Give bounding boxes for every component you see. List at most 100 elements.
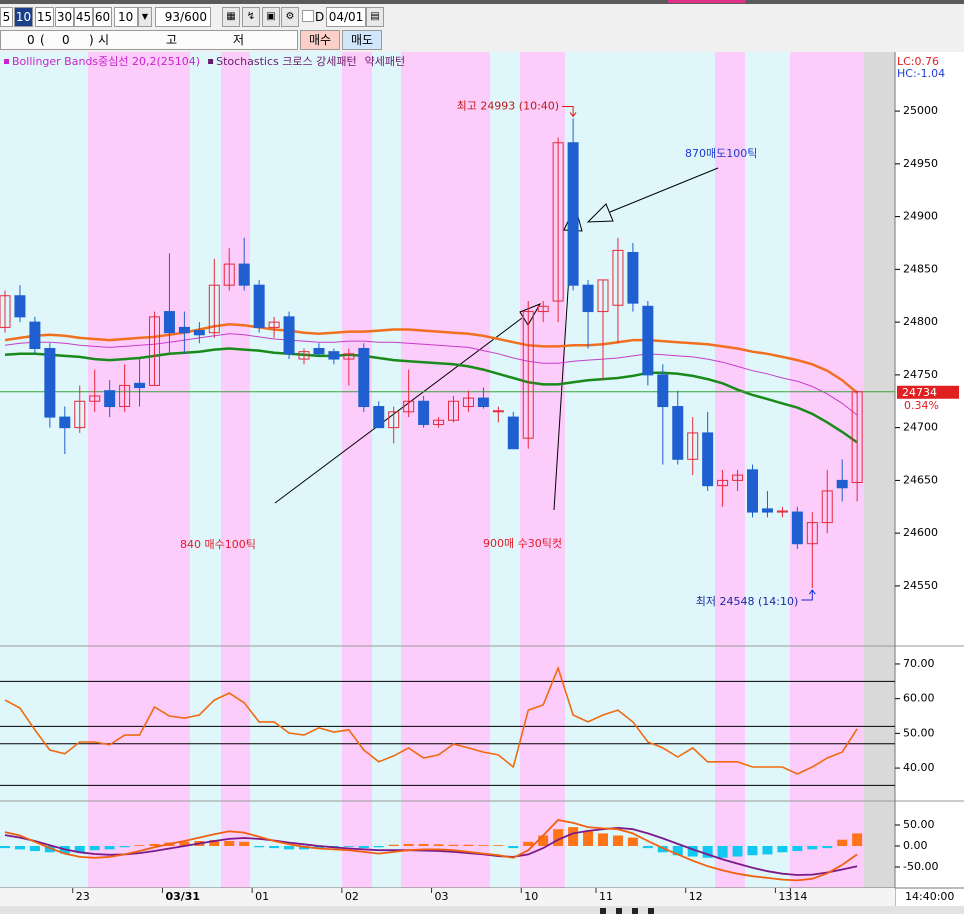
histogram-bar bbox=[358, 846, 369, 849]
x-tick-label: 12 bbox=[689, 890, 703, 903]
candle-body bbox=[492, 410, 504, 413]
candle-body bbox=[687, 432, 699, 460]
candle-body bbox=[253, 284, 265, 328]
calendar-icon[interactable]: ▤ bbox=[366, 7, 384, 27]
candle-body bbox=[567, 142, 579, 286]
histogram-bar bbox=[478, 845, 489, 847]
legend-label: Bollinger Bands중심선 20,2(25104) bbox=[12, 55, 200, 68]
histogram-bar bbox=[433, 844, 444, 847]
candle-body bbox=[298, 351, 310, 360]
y-tick-label: 0.00 bbox=[903, 839, 928, 852]
axis-area bbox=[895, 52, 964, 906]
arrow-head bbox=[519, 303, 542, 326]
count-field[interactable]: 93/600 bbox=[155, 7, 211, 27]
candle-body bbox=[163, 311, 175, 334]
histogram-bar bbox=[717, 846, 728, 858]
period-select[interactable]: 10 bbox=[114, 7, 138, 27]
candle-body bbox=[747, 469, 758, 513]
legend-label: Stochastics 크로스 강세패턴 bbox=[216, 55, 357, 68]
candle-body bbox=[343, 353, 355, 360]
histogram-bar bbox=[732, 846, 743, 857]
high-note: 최고 24993 (10:40) bbox=[457, 99, 560, 112]
histogram-bar bbox=[239, 841, 250, 847]
histogram-bar bbox=[313, 846, 324, 849]
histogram-bar bbox=[254, 846, 265, 848]
tool-icon[interactable]: ▦ bbox=[222, 7, 240, 27]
candle-body bbox=[223, 263, 235, 286]
histogram-bar bbox=[0, 846, 10, 849]
date-check-label: D bbox=[315, 10, 325, 24]
histogram-bar bbox=[612, 835, 623, 847]
candle-body bbox=[388, 411, 400, 429]
histogram-bar bbox=[657, 846, 668, 853]
period-button[interactable]: 30 bbox=[55, 7, 74, 27]
sell-button[interactable]: 매도 bbox=[342, 30, 382, 50]
legend-label: 약세패턴 bbox=[365, 54, 405, 68]
tool-icon[interactable]: ⚙ bbox=[281, 7, 299, 27]
session-bands bbox=[88, 52, 864, 888]
period-button[interactable]: 45 bbox=[74, 7, 93, 27]
y-tick-label: 24650 bbox=[903, 473, 938, 486]
last-price-label: 24734 bbox=[902, 386, 937, 399]
y-tick-label: 24800 bbox=[903, 315, 938, 328]
candle-body bbox=[448, 400, 459, 421]
icon[interactable] bbox=[632, 908, 638, 914]
candle-body bbox=[836, 479, 848, 489]
quote-field: 시 bbox=[98, 33, 110, 47]
status-bar bbox=[0, 906, 964, 914]
histogram-bar bbox=[104, 846, 115, 850]
histogram-bar bbox=[463, 844, 474, 847]
histogram-bar bbox=[762, 846, 773, 855]
period-button[interactable]: 15 bbox=[35, 7, 54, 27]
icon[interactable] bbox=[616, 908, 622, 914]
tool-icon[interactable]: ↯ bbox=[242, 7, 260, 27]
future-area bbox=[864, 52, 895, 888]
period-button[interactable]: 10 bbox=[14, 7, 33, 27]
icon[interactable] bbox=[648, 908, 654, 914]
candle-body bbox=[642, 305, 654, 376]
header-strip bbox=[0, 0, 964, 4]
band bbox=[520, 52, 565, 888]
candle-body bbox=[732, 474, 744, 481]
period-button[interactable]: 60 bbox=[93, 7, 112, 27]
low-note: 최저 24548 (14:10) bbox=[696, 595, 799, 608]
period-button[interactable]: 5 bbox=[0, 7, 13, 27]
histogram-bar bbox=[179, 841, 190, 847]
candle-body bbox=[627, 251, 639, 304]
candle-body bbox=[268, 321, 280, 328]
y-tick-label: 24550 bbox=[903, 579, 938, 592]
quote-field: ) bbox=[89, 33, 94, 47]
histogram-bar bbox=[687, 846, 698, 857]
histogram-bar bbox=[792, 846, 803, 852]
comment: 870매도100틱 bbox=[685, 147, 757, 160]
y-tick-label: 60.00 bbox=[903, 692, 935, 705]
band bbox=[715, 52, 745, 888]
legend-marker bbox=[208, 59, 214, 64]
checkbox[interactable] bbox=[302, 10, 314, 22]
candle-body bbox=[74, 400, 86, 429]
candle-body bbox=[418, 400, 430, 425]
y-tick-label: 24600 bbox=[903, 526, 938, 539]
histogram-bar bbox=[134, 845, 145, 847]
buy-button[interactable]: 매수 bbox=[300, 30, 340, 50]
date-field[interactable]: 04/01 bbox=[326, 7, 366, 27]
candle-body bbox=[313, 348, 325, 355]
histogram-bar bbox=[523, 841, 534, 847]
candle-body bbox=[582, 284, 594, 313]
select-arrow[interactable]: ▼ bbox=[138, 7, 152, 27]
histogram-bar bbox=[493, 845, 504, 847]
tool-icon[interactable]: ▣ bbox=[262, 7, 280, 27]
histogram-bar bbox=[807, 846, 818, 850]
candle-body bbox=[358, 348, 370, 408]
histogram-bar bbox=[822, 846, 833, 849]
candle-body bbox=[373, 406, 385, 429]
candle-body bbox=[149, 316, 160, 386]
candle-body bbox=[791, 511, 803, 545]
candle-body bbox=[702, 432, 714, 487]
status-icons bbox=[600, 908, 654, 914]
icon[interactable] bbox=[600, 908, 606, 914]
change-label: 0.34% bbox=[904, 399, 939, 412]
x-axis-area bbox=[0, 888, 895, 906]
last-price-tag bbox=[897, 385, 959, 399]
